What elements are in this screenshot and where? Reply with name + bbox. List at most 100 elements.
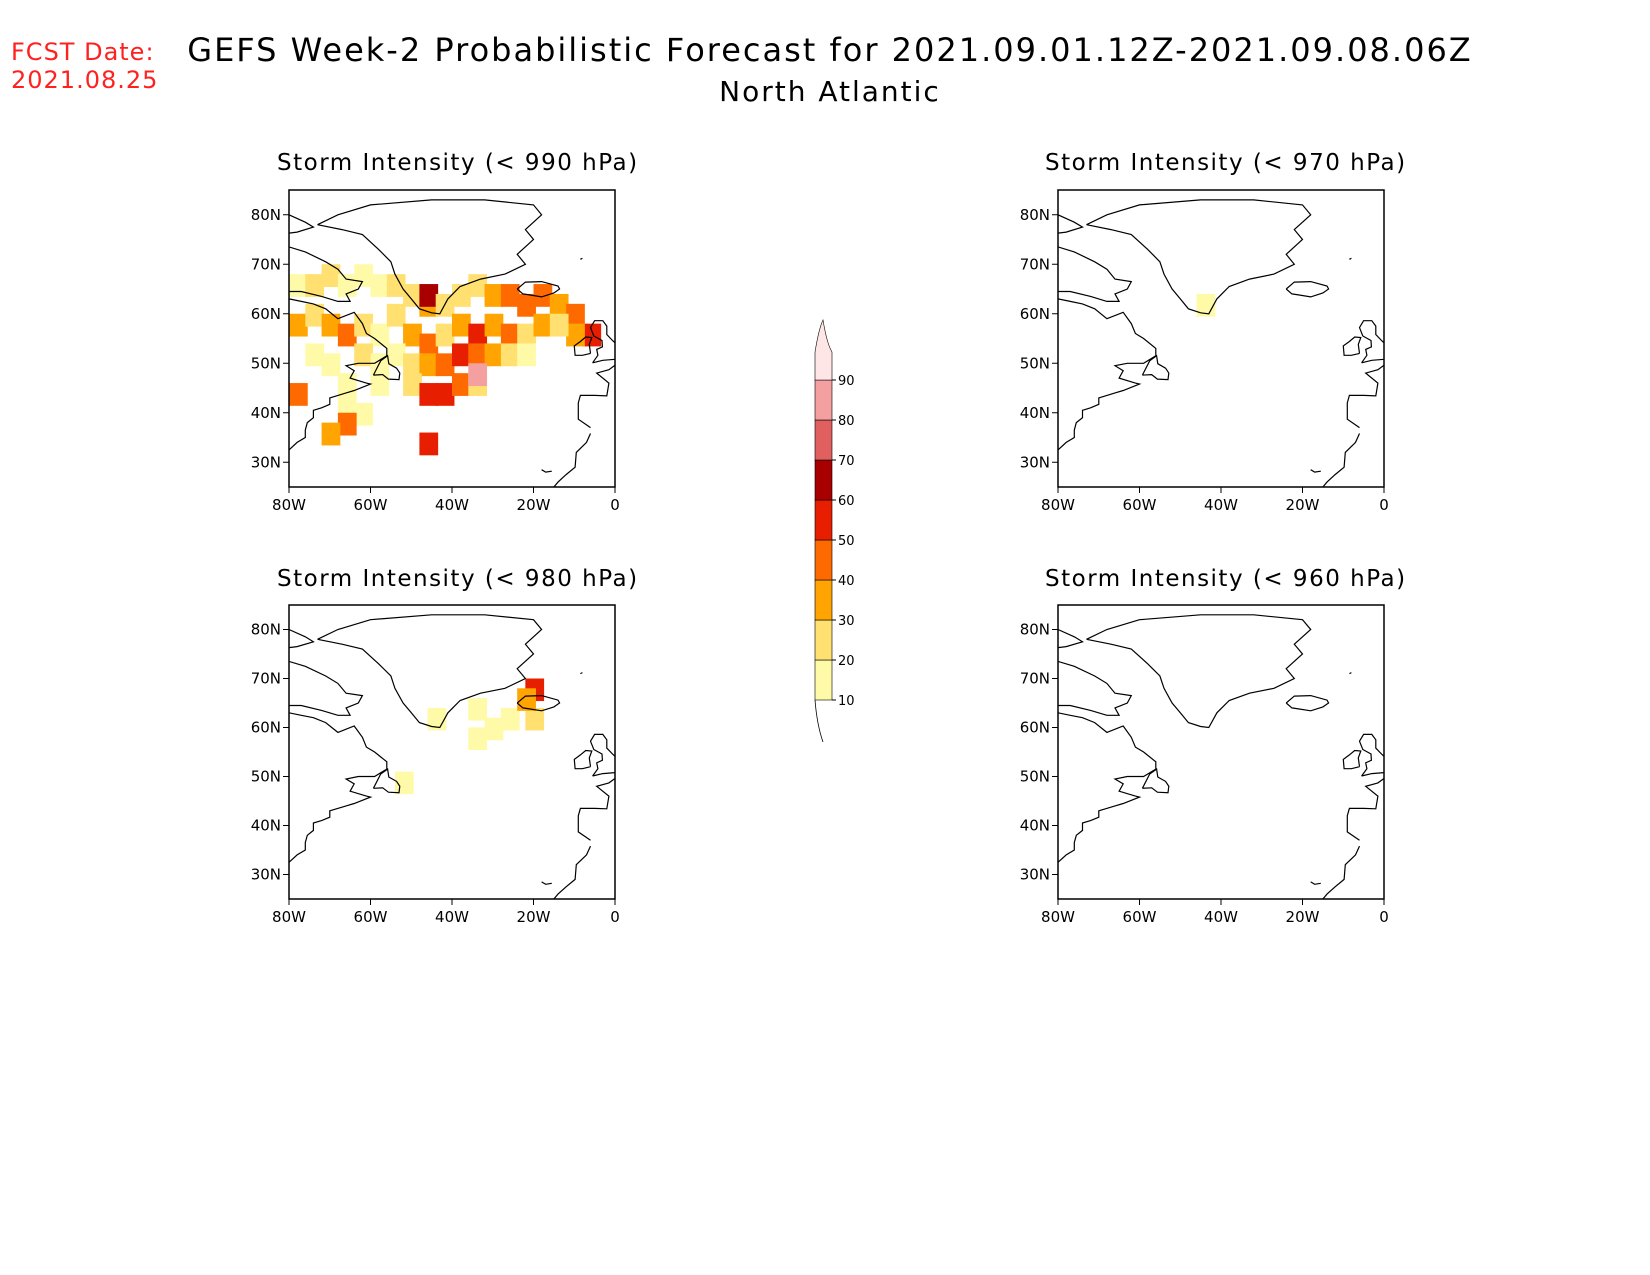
probability-cell — [419, 383, 439, 406]
lon-tick-label: 20W — [517, 496, 551, 514]
panel-title-960: Storm Intensity (< 960 hPa) — [1045, 566, 1407, 592]
lon-tick-label: 80W — [272, 908, 306, 926]
probability-cell — [386, 274, 406, 297]
probability-cell — [484, 343, 504, 367]
probability-cell — [435, 353, 455, 377]
coastline — [1058, 660, 1133, 716]
coastline — [1310, 469, 1321, 473]
coastline — [541, 469, 552, 473]
probability-cell — [337, 392, 357, 416]
fcst-label: FCST Date: — [11, 38, 155, 66]
coastline — [1358, 733, 1384, 777]
coastline — [1285, 694, 1330, 712]
probability-cell — [354, 343, 373, 367]
map-panel-960: 80N 70N 60N 50N 40N 30N 80W 60W 40W 20W 0 — [1020, 604, 1389, 926]
probability-cell — [370, 274, 390, 297]
colorbar-swatch — [814, 539, 833, 581]
lon-tick-label: 60W — [1123, 908, 1157, 926]
probability-cell — [517, 343, 536, 367]
lat-tick-label: 70N — [251, 670, 281, 688]
coastline — [1322, 845, 1361, 899]
lat-tick-label: 50N — [251, 354, 281, 372]
probability-cell — [305, 343, 325, 367]
coastline — [289, 712, 388, 863]
map-frame — [1057, 189, 1385, 488]
probability-cell — [500, 284, 520, 307]
probability-cell — [419, 432, 439, 456]
probability-cell — [452, 313, 471, 337]
map-frame — [1057, 604, 1385, 900]
lat-tick-label: 60N — [1020, 305, 1050, 323]
coastline — [1342, 749, 1362, 770]
coastline — [589, 320, 615, 364]
lat-tick-label: 80N — [251, 621, 281, 639]
coastline — [1285, 280, 1330, 298]
probability-cell — [435, 323, 455, 347]
probability-cell — [321, 264, 341, 288]
lat-tick-label: 50N — [1020, 354, 1050, 372]
probability-cell — [419, 333, 439, 357]
lat-tick-label: 80N — [1020, 206, 1050, 224]
probability-cell — [517, 323, 536, 347]
coastline — [516, 694, 561, 712]
lon-tick-label: 60W — [354, 496, 388, 514]
coastline — [1058, 628, 1084, 649]
probability-cell — [452, 343, 471, 367]
colorbar-label: 20 — [838, 654, 855, 669]
probability-cell — [435, 383, 455, 406]
coastline — [1310, 881, 1321, 885]
lat-tick-label: 60N — [1020, 719, 1050, 737]
probability-cell — [484, 313, 504, 337]
probability-cell — [468, 727, 488, 751]
probability-cell — [321, 313, 341, 337]
probability-cell — [500, 343, 520, 367]
colorbar-swatch — [814, 459, 833, 501]
coastline — [317, 199, 543, 315]
colorbar-label: 70 — [838, 454, 855, 469]
fcst-date: 2021.08.25 — [11, 66, 159, 94]
probability-cell — [321, 353, 341, 377]
colorbar-swatch — [814, 619, 833, 661]
probability-cell — [419, 353, 439, 377]
probability-cell — [468, 343, 488, 367]
probability-cell — [354, 402, 373, 426]
coastline — [372, 768, 401, 794]
colorbar-label: 40 — [838, 574, 855, 589]
lon-tick-label: 40W — [1204, 908, 1238, 926]
colorbar-label: 10 — [838, 694, 855, 709]
coastline — [553, 845, 592, 899]
coastline — [1349, 672, 1352, 675]
colorbar-label: 80 — [838, 414, 855, 429]
lon-tick-label: 0 — [1379, 908, 1389, 926]
probability-cell — [517, 688, 536, 711]
colorbar-label: 60 — [838, 494, 855, 509]
lat-tick-label: 30N — [1020, 866, 1050, 884]
coastline — [1058, 712, 1157, 863]
lat-tick-label: 30N — [1020, 453, 1050, 471]
probability-cell — [419, 284, 439, 307]
lat-tick-label: 40N — [251, 817, 281, 835]
map-panel-990: 80N 70N 60N 50N 40N 30N 80W 60W 40W 20W 0 — [251, 189, 620, 514]
probability-shading — [394, 678, 545, 795]
probability-cell — [403, 323, 422, 347]
coastlines — [1058, 199, 1384, 487]
page-title: GEFS Week-2 Probabilistic Forecast for 2… — [187, 31, 1473, 69]
probability-cell — [337, 323, 357, 347]
coastline — [589, 733, 615, 777]
panel-title-970: Storm Intensity (< 970 hPa) — [1045, 150, 1407, 176]
lat-tick-label: 70N — [1020, 255, 1050, 273]
probability-cell — [566, 303, 585, 327]
map-panel-970: 80N 70N 60N 50N 40N 30N 80W 60W 40W 20W 0 — [1020, 189, 1389, 514]
lat-tick-label: 60N — [251, 305, 281, 323]
coastline — [1322, 433, 1361, 487]
probability-cell — [468, 698, 488, 721]
lon-tick-label: 40W — [1204, 496, 1238, 514]
coastline — [577, 364, 615, 429]
colorbar-swatch — [814, 499, 833, 541]
probability-cell — [566, 323, 585, 347]
probability-cell — [452, 284, 471, 307]
probability-cell — [305, 303, 325, 327]
lon-tick-label: 0 — [610, 496, 620, 514]
lon-tick-label: 60W — [354, 908, 388, 926]
